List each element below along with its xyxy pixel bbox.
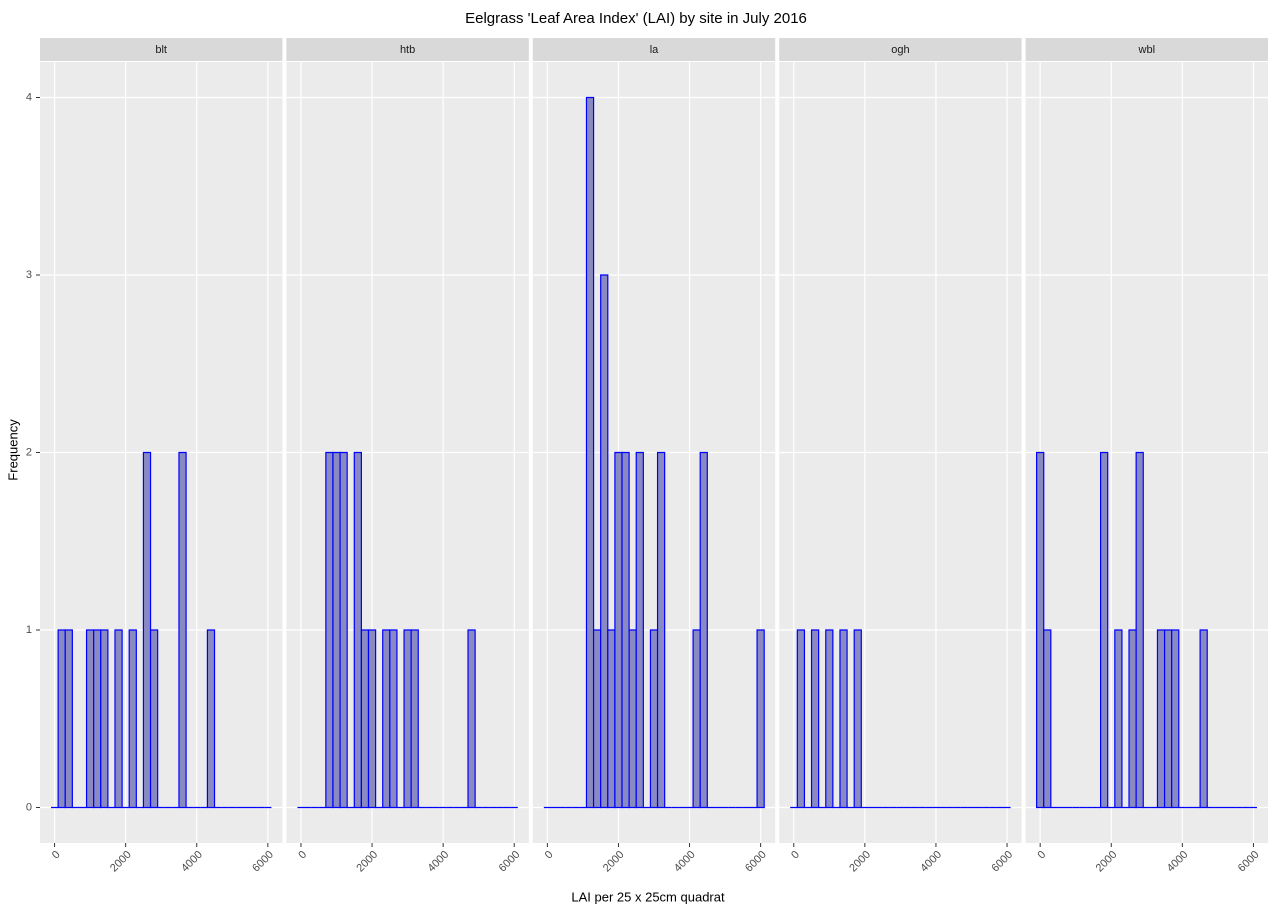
- bar: [756, 629, 765, 809]
- bar: [93, 629, 102, 809]
- strip: [286, 38, 529, 61]
- strip: [40, 38, 283, 61]
- bar: [1099, 451, 1109, 809]
- bar: [64, 629, 73, 809]
- bar: [467, 629, 476, 809]
- x-tick-label: 6000: [743, 849, 769, 875]
- bar: [389, 629, 398, 809]
- bar: [382, 629, 391, 809]
- strip: [1025, 38, 1268, 61]
- x-tick-label: 2000: [1094, 849, 1120, 875]
- bar: [1156, 629, 1166, 809]
- x-tick-label: 4000: [1165, 849, 1191, 875]
- strip: [779, 38, 1022, 61]
- bar: [403, 629, 412, 809]
- x-tick-label: 6000: [989, 849, 1015, 875]
- bar: [614, 451, 623, 809]
- bar: [1043, 629, 1052, 809]
- bar: [100, 629, 109, 809]
- x-axis-title: LAI per 25 x 25cm quadrat: [571, 889, 725, 904]
- x-tick-label: 4000: [179, 849, 205, 875]
- bar: [628, 629, 637, 809]
- bar: [367, 629, 377, 809]
- strip-label: htb: [400, 44, 415, 56]
- bar: [839, 629, 848, 809]
- bar: [1199, 629, 1208, 809]
- x-tick-label: 0: [543, 849, 556, 862]
- bar: [810, 629, 820, 809]
- y-tick-label: 2: [26, 446, 32, 458]
- bar: [585, 96, 595, 809]
- bar: [796, 629, 806, 809]
- bar: [325, 451, 334, 809]
- chart-title: Eelgrass 'Leaf Area Index' (LAI) by site…: [465, 10, 807, 27]
- y-tick-label: 0: [26, 801, 32, 813]
- x-tick-label: 4000: [426, 849, 452, 875]
- bar: [853, 629, 862, 809]
- x-tick-label: 0: [789, 849, 802, 862]
- bar: [649, 629, 659, 809]
- bar: [1171, 629, 1180, 809]
- bar: [621, 451, 630, 809]
- bar: [114, 629, 123, 809]
- bar: [1128, 629, 1137, 809]
- bar: [635, 451, 644, 809]
- bar: [1135, 451, 1144, 809]
- strip: [532, 38, 776, 61]
- x-tick-label: 2000: [108, 849, 134, 875]
- x-tick-label: 6000: [497, 849, 523, 875]
- x-tick-label: 2000: [354, 849, 380, 875]
- strip-label: blt: [155, 44, 167, 56]
- bar: [1114, 629, 1123, 809]
- bar: [353, 451, 362, 809]
- x-tick-label: 0: [1036, 849, 1049, 862]
- bar: [128, 629, 137, 809]
- bar: [85, 629, 95, 809]
- strip-label: ogh: [891, 44, 909, 56]
- x-tick-label: 2000: [847, 849, 873, 875]
- bar: [692, 629, 701, 809]
- bar: [339, 451, 348, 809]
- bar: [600, 274, 609, 809]
- x-tick-label: 4000: [672, 849, 698, 875]
- strip-label: wbl: [1138, 44, 1156, 56]
- bar: [360, 629, 370, 809]
- bar: [607, 629, 616, 809]
- x-tick-label: 0: [296, 849, 309, 862]
- bar: [825, 629, 834, 809]
- x-tick-label: 0: [50, 849, 63, 862]
- bar: [1036, 451, 1045, 809]
- bar: [178, 451, 187, 809]
- bar: [142, 451, 152, 809]
- bar: [332, 451, 341, 809]
- y-tick-label: 1: [26, 624, 32, 636]
- bar: [656, 451, 666, 809]
- bar: [699, 451, 708, 809]
- y-tick-label: 4: [26, 91, 32, 103]
- bar: [149, 629, 159, 809]
- x-tick-label: 4000: [918, 849, 944, 875]
- x-tick-label: 6000: [250, 849, 276, 875]
- y-tick-label: 3: [26, 269, 32, 281]
- bar: [592, 629, 602, 809]
- x-tick-label: 6000: [1236, 849, 1262, 875]
- strip-label: la: [650, 44, 659, 56]
- bar: [206, 629, 216, 809]
- bar: [1163, 629, 1173, 809]
- x-tick-label: 2000: [601, 849, 627, 875]
- bar: [410, 629, 419, 809]
- y-axis-title: Frequency: [5, 419, 20, 481]
- bar: [57, 629, 66, 809]
